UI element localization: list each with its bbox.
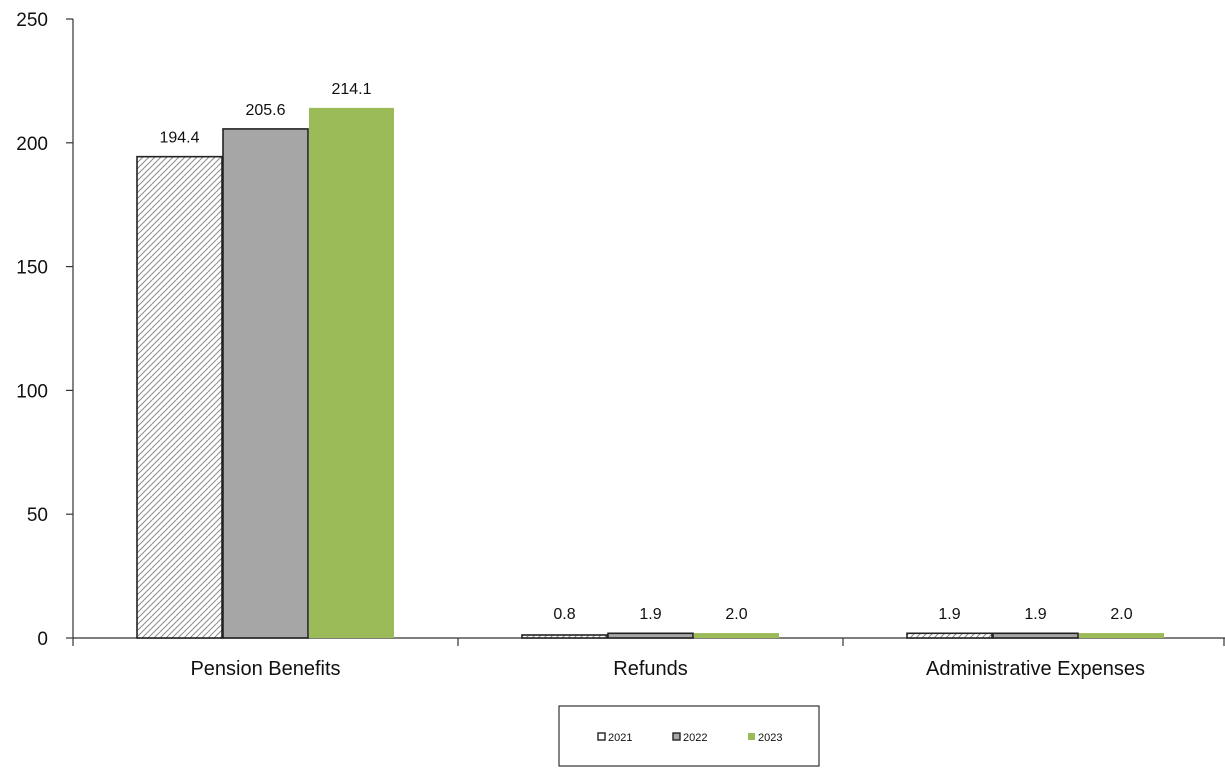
bar <box>136 155 223 639</box>
data-label: 194.4 <box>159 130 199 147</box>
legend-swatch <box>597 732 606 741</box>
x-category-label: Pension Benefits <box>190 658 340 680</box>
bar <box>992 632 1079 639</box>
bar <box>1079 633 1164 638</box>
legend-label: 2023 <box>758 732 782 744</box>
y-tick-label: 50 <box>27 505 48 526</box>
legend-swatch <box>748 733 755 740</box>
bar <box>521 634 608 639</box>
bar <box>222 128 309 639</box>
x-category-label: Administrative Expenses <box>926 658 1145 680</box>
data-label: 1.9 <box>938 606 960 623</box>
y-tick-label: 100 <box>16 381 48 402</box>
y-tick-label: 150 <box>16 258 48 279</box>
data-label: 0.8 <box>553 606 575 623</box>
data-label: 1.9 <box>1024 606 1046 623</box>
y-tick-label: 200 <box>16 134 48 155</box>
y-tick-label: 0 <box>37 629 48 650</box>
legend-label: 2022 <box>683 732 707 744</box>
data-label: 2.0 <box>1110 606 1132 623</box>
legend-swatch <box>672 732 681 741</box>
labels: Pension Benefits 194.4 205.6 214.1 Refunds 0.… <box>159 81 1145 680</box>
data-label: 2.0 <box>725 606 747 623</box>
bar <box>906 632 993 639</box>
legend: 2021 2022 2023 <box>558 705 820 767</box>
legend-label: 2021 <box>608 732 632 744</box>
y-tick-label: 250 <box>16 10 48 31</box>
data-label: 1.9 <box>639 606 661 623</box>
bar <box>694 633 779 638</box>
data-label: 214.1 <box>331 81 371 98</box>
bar <box>607 632 694 639</box>
data-label: 205.6 <box>245 102 285 119</box>
x-category-label: Refunds <box>613 658 688 680</box>
bars <box>136 107 1164 639</box>
bar <box>309 107 394 638</box>
